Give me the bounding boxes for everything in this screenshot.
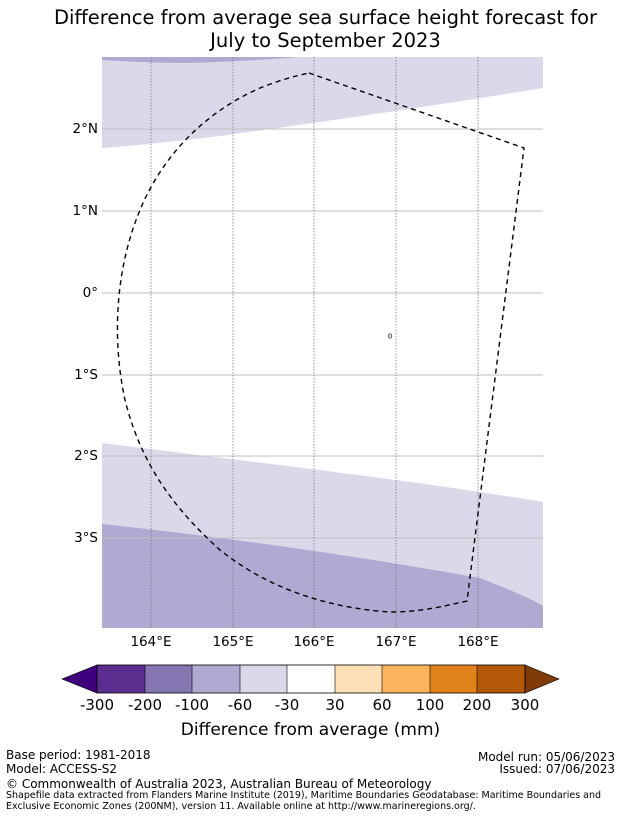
lat-label-0: 0°: [82, 285, 98, 301]
colorbar-title: Difference from average (mm): [180, 720, 441, 740]
lat-label-2n: 2°N: [72, 121, 98, 137]
lat-label-3s: 3°S: [74, 530, 98, 546]
latitude-gridlines: [102, 128, 543, 539]
colorbar-swatch-3: [192, 665, 240, 693]
lon-label-168e: 168°E: [457, 634, 499, 650]
colorbar-swatch-6: [335, 665, 382, 693]
map-title: Difference from average sea surface heig…: [0, 6, 621, 52]
colorbar-frame: [96, 664, 526, 694]
issued-date: Issued: 07/06/2023: [499, 762, 615, 776]
lon-label-165e: 165°E: [212, 634, 254, 650]
lat-label-1n: 1°N: [72, 203, 98, 219]
source-line-2: Exclusive Economic Zones (200NM), versio…: [6, 801, 476, 812]
anomaly-region-north-light: [102, 57, 543, 148]
colorbar-extend-low: [61, 664, 98, 694]
colorbar-label: 200: [462, 696, 492, 714]
colorbar-label: 300: [510, 696, 540, 714]
colorbar-label: -30: [274, 696, 300, 714]
lat-label-1s: 1°S: [74, 367, 98, 383]
title-line-1: Difference from average sea surface heig…: [53, 6, 598, 29]
colorbar-label: 60: [372, 696, 392, 714]
source-attribution: Shapefile data extracted from Flanders M…: [6, 790, 606, 812]
colorbar-label: 100: [415, 696, 445, 714]
colorbar-label: -60: [227, 696, 253, 714]
title-line-2: July to September 2023: [210, 29, 441, 52]
colorbar-swatch-7: [382, 665, 430, 693]
longitude-gridlines: [150, 57, 479, 628]
colorbar-label: -300: [79, 696, 115, 714]
colorbar-swatch-1: [97, 665, 145, 693]
colorbar-swatch-4: [240, 665, 287, 693]
source-line-1: Shapefile data extracted from Flanders M…: [6, 790, 602, 801]
colorbar-swatch-9: [477, 665, 525, 693]
eez-boundary: [116, 72, 525, 613]
model-run: Model run: 05/06/2023: [477, 750, 615, 764]
colorbar: [61, 664, 560, 694]
colorbar-swatch-8: [430, 665, 477, 693]
colorbar-label: 30: [325, 696, 345, 714]
anomaly-region-north-medium: [102, 57, 300, 63]
colorbar-label: -200: [127, 696, 163, 714]
lon-label-164e: 164°E: [130, 634, 172, 650]
copyright: © Commonwealth of Australia 2023, Austra…: [6, 777, 432, 791]
anomaly-region-south-medium: [102, 524, 543, 628]
lat-label-2s: 2°S: [74, 448, 98, 464]
colorbar-swatch-5: [287, 665, 335, 693]
lon-label-167e: 167°E: [375, 634, 417, 650]
island-marker: [387, 333, 393, 339]
base-period: Base period: 1981-2018: [6, 748, 151, 762]
colorbar-swatch-2: [145, 665, 192, 693]
model-name: Model: ACCESS-S2: [6, 762, 118, 776]
lon-label-166e: 166°E: [293, 634, 335, 650]
colorbar-extend-high: [524, 664, 560, 694]
colorbar-label: -100: [174, 696, 210, 714]
